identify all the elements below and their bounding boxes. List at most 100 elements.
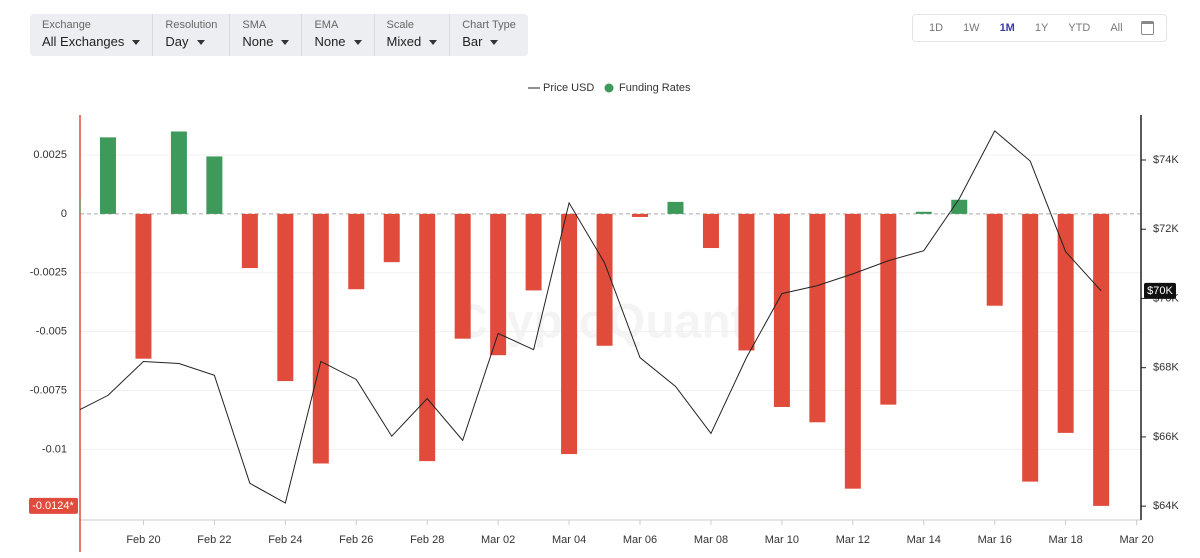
bar <box>667 201 684 214</box>
legend-label: Price USD <box>543 82 594 94</box>
bar <box>986 213 1003 306</box>
dropdown-value: Bar <box>462 34 483 49</box>
bar <box>419 213 436 462</box>
dropdown-value-row: None <box>314 34 362 49</box>
bar <box>738 213 755 351</box>
x-tick-label: Feb 28 <box>410 534 444 546</box>
caret-icon <box>353 40 362 46</box>
bar <box>383 213 400 263</box>
caret-icon <box>281 40 290 46</box>
caret-icon <box>196 40 205 46</box>
price-badge-label: $70K <box>1147 285 1173 297</box>
bar <box>915 211 932 214</box>
x-tick-label: Mar 12 <box>836 534 870 546</box>
y-tick-label: -0.01 <box>42 443 67 455</box>
x-tick-label: Mar 08 <box>694 534 728 546</box>
dropdown-value: All Exchanges <box>42 34 125 49</box>
dropdown-value-row: Mixed <box>387 34 438 49</box>
x-tick-label: Feb 26 <box>339 534 373 546</box>
y2-tick-label: $66K <box>1153 431 1179 443</box>
caret-icon <box>429 40 438 46</box>
dropdown-label: Scale <box>386 19 415 31</box>
dropdown-value-row: Day <box>165 34 217 49</box>
dropdown[interactable]: Resolution Day <box>153 14 231 56</box>
caret-icon <box>490 40 499 46</box>
bar <box>1057 213 1074 433</box>
bar <box>206 156 223 214</box>
value-badge <box>29 497 78 514</box>
toolbar: Exchange All Exchanges Resolution Day SMA Non… <box>30 14 528 56</box>
y-tick-label: 0.0025 <box>33 149 67 161</box>
bar <box>561 213 578 455</box>
bar <box>277 213 294 382</box>
dropdown[interactable]: SMA None <box>230 14 303 56</box>
bar <box>844 213 861 489</box>
x-tick-label: Mar 20 <box>1119 534 1153 546</box>
x-tick-label: Feb 22 <box>197 534 231 546</box>
bar <box>80 198 81 214</box>
range-button[interactable]: 1Y <box>1034 22 1049 34</box>
x-tick-label: Mar 06 <box>623 534 657 546</box>
range-button[interactable]: YTD <box>1068 22 1091 34</box>
bar <box>880 213 897 405</box>
range-selector: 1D 1W 1M 1Y YTD All <box>912 14 1167 42</box>
range-button[interactable]: 1W <box>963 22 980 34</box>
x-tick-label: Mar 02 <box>481 534 515 546</box>
dropdown-value: Day <box>165 34 189 49</box>
bar <box>241 213 258 269</box>
bar <box>1093 213 1110 506</box>
dropdown[interactable]: EMA None <box>302 14 375 56</box>
x-tick-label: Mar 10 <box>765 534 799 546</box>
y-tick-label: -0.005 <box>36 326 67 338</box>
y2-tick-label: $64K <box>1153 500 1179 512</box>
dropdown-label: Exchange <box>42 19 91 31</box>
calendar-icon[interactable] <box>1140 21 1154 35</box>
dropdown-label: EMA <box>314 19 339 31</box>
x-tick-label: Mar 16 <box>978 534 1012 546</box>
bar <box>170 131 187 214</box>
caret-icon <box>132 40 141 46</box>
bar <box>702 213 719 249</box>
bar <box>454 213 471 339</box>
bar <box>596 213 613 346</box>
x-tick-label: Mar 14 <box>907 534 941 546</box>
dropdown-value: Mixed <box>386 34 422 49</box>
y-tick-label: -0.0075 <box>30 384 67 396</box>
dropdown[interactable]: Chart Type Bar <box>450 14 528 56</box>
range-button[interactable]: 1M <box>999 22 1015 34</box>
dropdown-value: None <box>242 34 274 49</box>
bar <box>99 137 116 214</box>
bar <box>348 213 365 290</box>
bar <box>312 213 329 464</box>
range-button[interactable]: All <box>1110 22 1123 34</box>
dropdown-value: None <box>314 34 346 49</box>
bar <box>135 213 152 359</box>
dropdown-value-row: None <box>242 34 290 49</box>
dropdown-label: Chart Type <box>462 19 516 31</box>
legend-dot <box>604 83 614 93</box>
y2-tick-label: $74K <box>1153 154 1179 166</box>
y2-tick-label: $68K <box>1153 362 1179 374</box>
y2-tick-label: $72K <box>1153 223 1179 235</box>
plot-area <box>80 130 1110 506</box>
x-tick-label: Mar 18 <box>1049 534 1083 546</box>
price-badge <box>1144 282 1176 299</box>
y-tick-label: 0 <box>61 208 67 220</box>
dropdown[interactable]: Scale Mixed <box>375 14 451 56</box>
dropdown[interactable]: Exchange All Exchanges <box>30 14 154 56</box>
bar <box>525 213 542 291</box>
x-tick-label: Feb 24 <box>268 534 302 546</box>
dropdown-label: Resolution <box>165 19 218 31</box>
legend-label: Funding Rates <box>619 82 691 94</box>
value-badge-label: -0.0124* <box>32 500 74 512</box>
price-line <box>80 130 1102 504</box>
y-tick-label: -0.0025 <box>30 267 67 279</box>
bar <box>951 199 968 214</box>
x-tick-label: Feb 20 <box>126 534 160 546</box>
bar <box>632 213 649 217</box>
range-button[interactable]: 1D <box>929 22 944 34</box>
bar <box>773 213 790 407</box>
x-tick-label: Mar 04 <box>552 534 586 546</box>
